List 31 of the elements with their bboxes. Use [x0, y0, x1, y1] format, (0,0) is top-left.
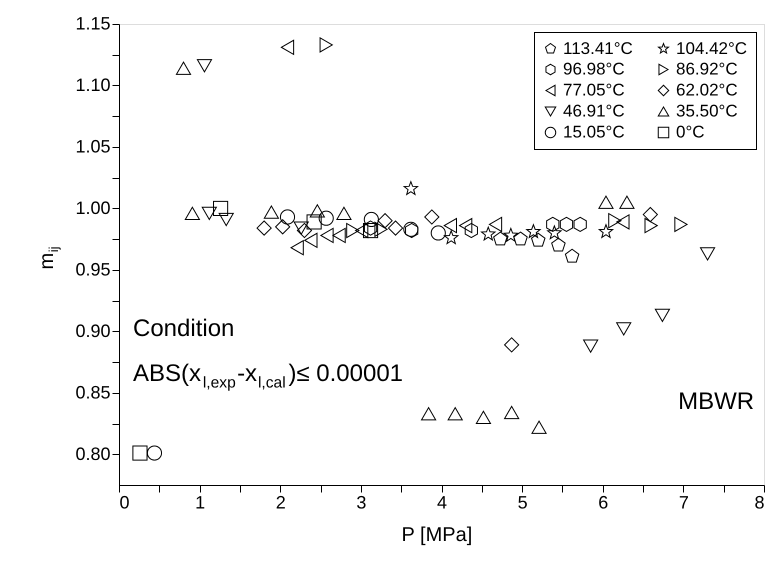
y-tick-label: 0.85	[75, 382, 110, 402]
y-tick-label: 1.10	[75, 74, 110, 95]
legend-label: 15.05°C	[563, 122, 625, 142]
legend-label: 35.50°C	[676, 102, 738, 120]
y-axis-title: mij	[36, 246, 61, 270]
x-tick-label: 7	[678, 492, 689, 512]
legend-label: 86.92°C	[676, 60, 738, 78]
legend-label: 62.02°C	[676, 80, 738, 100]
x-tick-label: 3	[356, 492, 366, 512]
x-axis-title: P [MPa]	[402, 524, 472, 546]
x-tick-label: 1	[195, 492, 206, 512]
y-tick-label: 0.90	[75, 320, 110, 341]
legend-label: 0°C	[676, 122, 705, 142]
y-tick-label: 1.05	[75, 136, 110, 156]
y-tick-label: 0.95	[75, 259, 110, 280]
legend-label: 96.98°C	[563, 60, 625, 78]
x-tick-label: 4	[436, 492, 448, 512]
x-tick-label: 2	[276, 492, 286, 512]
legend-label: 77.05°C	[563, 80, 625, 100]
y-tick-label: 0.80	[75, 444, 110, 464]
x-tick-label: 6	[598, 492, 608, 512]
annotation: MBWR	[678, 388, 754, 415]
x-tick-label: 5	[518, 492, 528, 512]
legend-label: 104.42°C	[676, 38, 748, 58]
x-tick-label: 0	[120, 492, 130, 512]
legend-label: 46.91°C	[563, 102, 625, 120]
y-tick-label: 1.15	[75, 14, 110, 34]
annotation: Condition	[133, 315, 234, 342]
y-tick-label: 1.00	[75, 198, 110, 218]
legend-label: 113.41°C	[563, 38, 633, 58]
x-tick-label: 8	[754, 492, 764, 512]
